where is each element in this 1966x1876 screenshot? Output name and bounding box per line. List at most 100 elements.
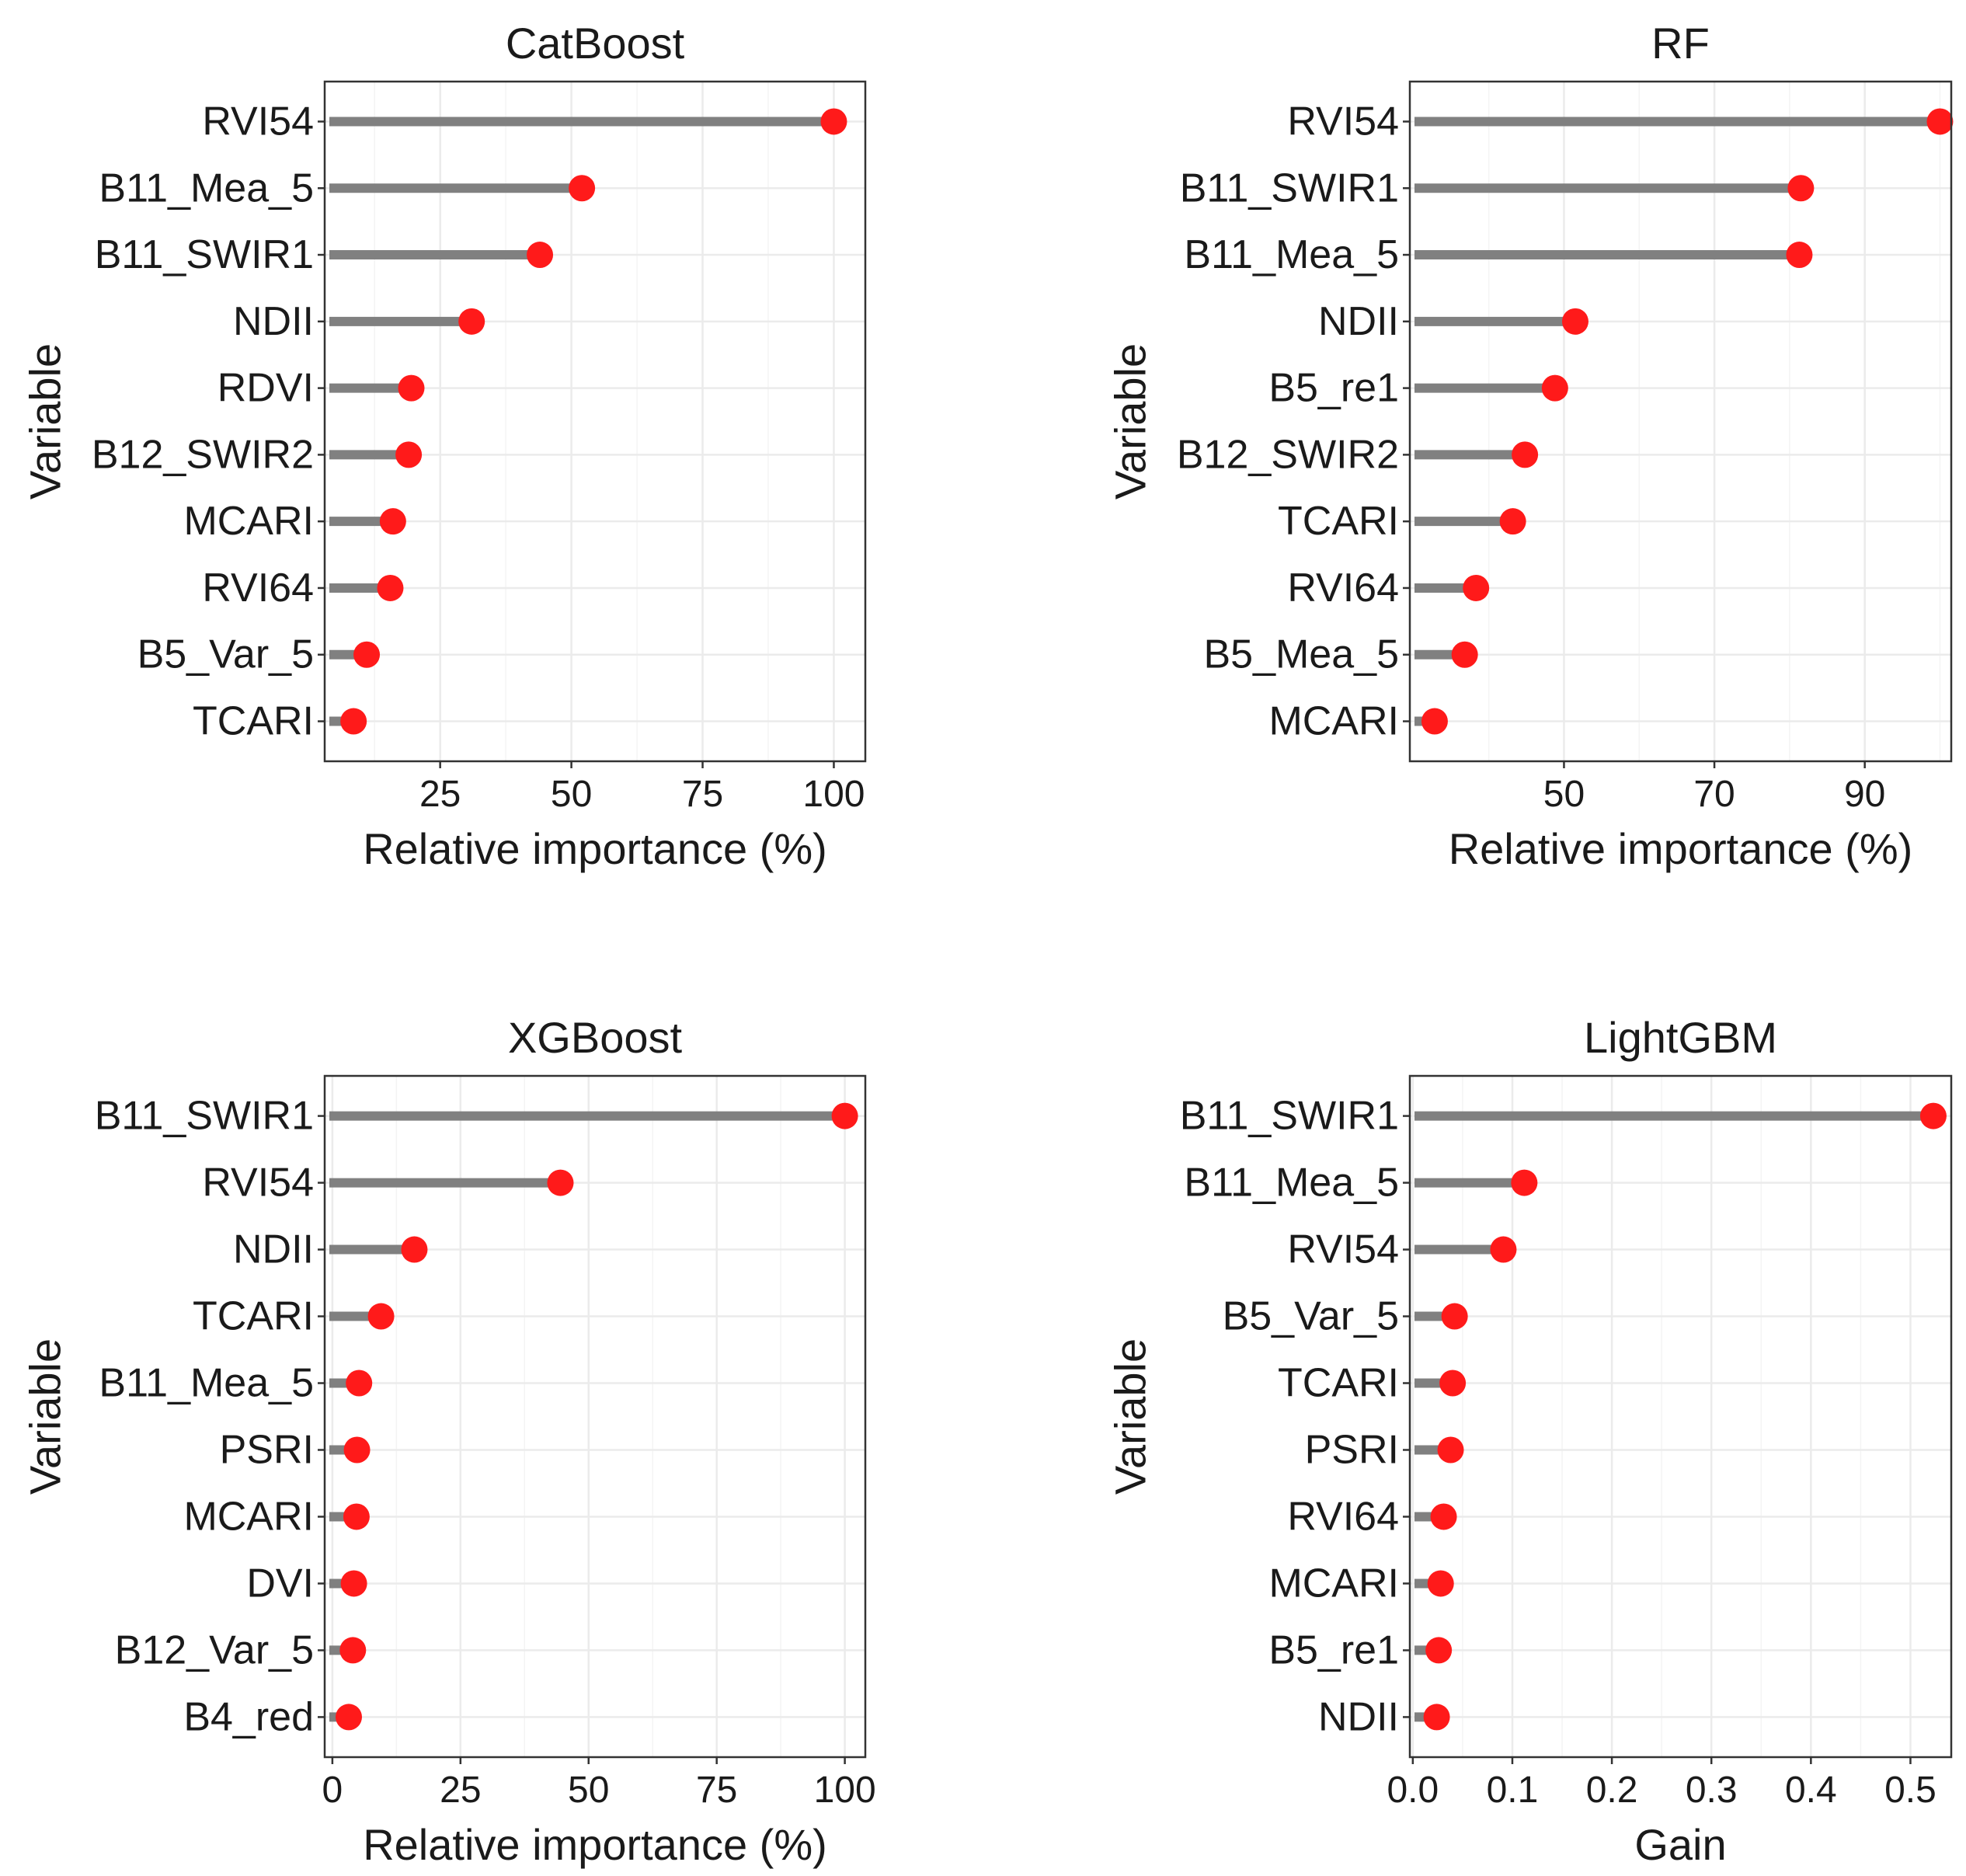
panel-border (323, 80, 867, 763)
y-tick-label: RVI54 (1287, 99, 1399, 144)
y-tick-label: RVI54 (1287, 1227, 1399, 1272)
point-B11_SWIR1 (831, 1102, 858, 1129)
panel-border (1408, 1074, 1953, 1759)
y-tick-label: B11_SWIR1 (95, 232, 314, 277)
point-PSRI (1437, 1436, 1464, 1464)
point-PSRI (343, 1436, 371, 1464)
chart-panel-xgboost: B11_SWIR1 RVI54 NDII TCARI B11_Mea_5 PSRI MCAR… (21, 1013, 876, 1869)
y-axis-title: Variable (1106, 1338, 1155, 1495)
y-tick-label: TCARI (193, 1294, 314, 1339)
x-tick-label: 70 (1693, 774, 1735, 815)
point-B12_SWIR2 (395, 441, 423, 468)
y-tick-label: B5_Mea_5 (1203, 632, 1399, 677)
point-RVI54 (1490, 1236, 1517, 1263)
point-B4_red (336, 1704, 363, 1731)
y-tick-label: TCARI (1278, 1361, 1399, 1406)
x-tick-label: 0.5 (1884, 1770, 1936, 1811)
y-tick-label: PSRI (220, 1427, 314, 1472)
point-B5_re1 (1425, 1637, 1453, 1664)
point-B5_Mea_5 (1451, 641, 1478, 668)
point-MCARI (1427, 1570, 1454, 1597)
y-tick-label: B12_SWIR2 (1177, 432, 1399, 477)
y-tick-label: MCARI (1268, 1561, 1399, 1606)
point-RDVI (398, 374, 425, 402)
x-tick-label: 75 (682, 774, 723, 815)
point-MCARI (343, 1503, 370, 1530)
y-tick-label: B11_SWIR1 (1180, 165, 1399, 211)
x-axis-title: Gain (1634, 1820, 1726, 1869)
x-tick-label: 0.2 (1586, 1770, 1638, 1811)
y-tick-label: B11_Mea_5 (99, 165, 314, 211)
x-tick-label: 0.3 (1686, 1770, 1738, 1811)
y-tick-label: B11_Mea_5 (1184, 232, 1399, 277)
point-RVI64 (377, 574, 404, 601)
y-tick-label: B12_Var_5 (115, 1627, 314, 1672)
y-tick-label: B5_Var_5 (1223, 1294, 1399, 1339)
y-tick-label: NDII (233, 299, 314, 344)
panel-border (1408, 80, 1953, 763)
y-tick-label: B11_Mea_5 (1184, 1161, 1399, 1206)
y-tick-label: B5_re1 (1268, 1627, 1399, 1672)
point-NDII (458, 308, 485, 335)
y-tick-label: NDII (1318, 1694, 1399, 1739)
chart-panel-catboost: RVI54 B11_Mea_5 B11_SWIR1 NDII RDVI B12_SWIR2… (21, 19, 867, 873)
point-RVI54 (820, 108, 847, 135)
x-tick-label: 50 (551, 774, 592, 815)
point-B11_Mea_5 (1786, 242, 1813, 269)
point-B11_SWIR1 (527, 242, 554, 269)
x-tick-label: 50 (1543, 774, 1585, 815)
point-B11_SWIR1 (1787, 175, 1815, 202)
x-tick-label: 90 (1844, 774, 1885, 815)
x-tick-label: 0 (322, 1770, 343, 1811)
y-tick-label: B11_SWIR1 (95, 1094, 314, 1139)
y-tick-label: MCARI (183, 499, 314, 544)
point-B5_Var_5 (1441, 1303, 1468, 1330)
y-tick-label: B5_re1 (1268, 366, 1399, 411)
point-B5_Var_5 (353, 641, 381, 668)
point-B12_Var_5 (339, 1637, 367, 1664)
point-RVI64 (1463, 574, 1490, 601)
x-tick-label: 0.1 (1487, 1770, 1539, 1811)
y-tick-label: B11_SWIR1 (1180, 1094, 1399, 1139)
x-tick-label: 75 (696, 1770, 737, 1811)
y-axis-title: Variable (21, 1338, 70, 1495)
chart-title: RF (1651, 19, 1710, 68)
point-TCARI (340, 708, 367, 735)
y-tick-label: MCARI (1268, 699, 1399, 744)
y-tick-label: MCARI (183, 1494, 314, 1539)
y-tick-label: B12_SWIR2 (92, 432, 314, 477)
x-tick-label: 0.4 (1785, 1770, 1837, 1811)
point-NDII (1561, 308, 1588, 335)
point-NDII (401, 1236, 428, 1263)
y-tick-label: TCARI (1278, 499, 1399, 544)
chart-panel-lightgbm: B11_SWIR1 B11_Mea_5 RVI54 B5_Var_5 TCARI PSRI… (1106, 1013, 1953, 1869)
y-tick-label: NDII (1318, 299, 1399, 344)
x-tick-label: 25 (440, 1770, 481, 1811)
point-B11_Mea_5 (569, 175, 596, 202)
y-tick-label: B4_red (183, 1694, 314, 1739)
x-axis-title: Relative importance (%) (1449, 824, 1913, 873)
point-RVI64 (1430, 1503, 1457, 1530)
x-axis-title: Relative importance (%) (363, 1820, 827, 1869)
x-tick-label: 50 (568, 1770, 609, 1811)
y-tick-label: RVI64 (202, 566, 314, 611)
chart-title: XGBoost (508, 1013, 683, 1062)
x-tick-label: 0.0 (1387, 1770, 1439, 1811)
y-tick-label: B5_Var_5 (137, 632, 314, 677)
chart-title: LightGBM (1584, 1013, 1777, 1062)
chart-panel-rf: RVI54 B11_SWIR1 B11_Mea_5 NDII B5_re1 B12_SWI… (1106, 19, 1954, 873)
y-tick-label: RVI64 (1287, 566, 1399, 611)
y-tick-label: DVI (246, 1561, 314, 1606)
point-MCARI (1421, 708, 1448, 735)
y-tick-label: RVI64 (1287, 1494, 1399, 1539)
panel-border (323, 1074, 867, 1759)
point-RVI54 (1926, 108, 1954, 135)
y-tick-label: PSRI (1305, 1427, 1399, 1472)
x-axis-title: Relative importance (%) (363, 824, 827, 873)
point-RVI54 (547, 1169, 574, 1196)
y-tick-label: B11_Mea_5 (99, 1361, 314, 1406)
y-axis-title: Variable (21, 343, 70, 499)
chart-title: CatBoost (506, 19, 685, 68)
point-TCARI (367, 1303, 395, 1330)
